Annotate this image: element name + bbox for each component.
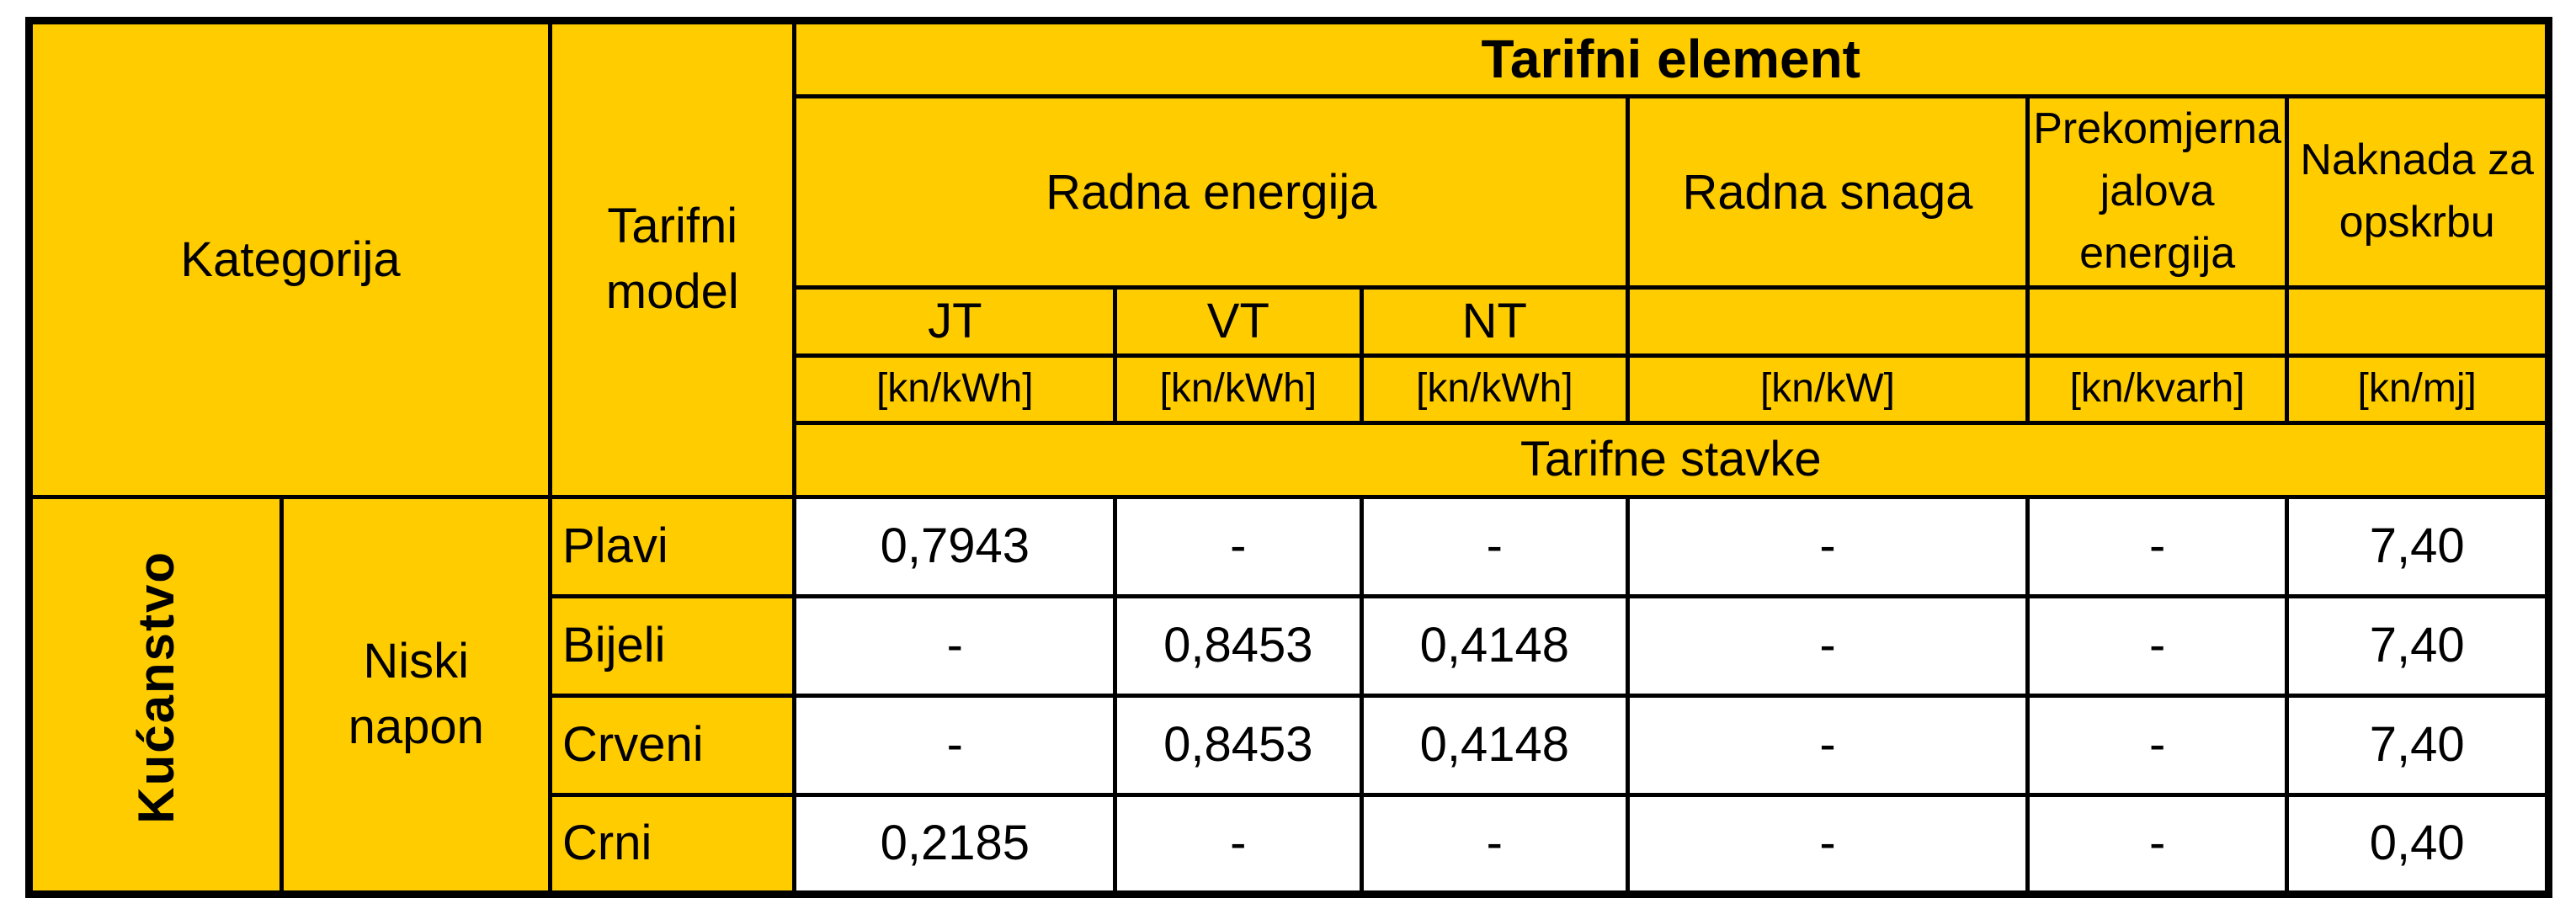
header-empty-snaga	[1626, 285, 2030, 358]
table-row: Crveni - 0,8453 0,4148 - - 7,40	[29, 693, 2551, 797]
value-cell: 0,4148	[1359, 693, 1631, 797]
table-row: Kućanstvo Niski napon Plavi 0,7943 - - -…	[26, 494, 2551, 896]
unit-naknada: [kn/mj]	[2285, 353, 2551, 425]
header-kategorija: Kategorija	[26, 19, 553, 499]
header-tarifni-model: Tarifni model	[548, 19, 797, 499]
header-nt: NT	[1359, 285, 1631, 358]
tarifni-element-label: Tarifni element	[1481, 29, 1860, 89]
unit-label: [kn/kWh]	[1159, 365, 1317, 411]
value-cell: -	[1626, 494, 2030, 598]
model-plavi: Plavi	[548, 494, 797, 598]
prekomjerna-label: Prekomjerna jalova energija	[2033, 104, 2281, 278]
model-label: Crveni	[562, 717, 704, 773]
naknada-label: Naknada za opskrbu	[2300, 136, 2534, 247]
header-jt: JT	[792, 285, 1118, 358]
value-cell: -	[1359, 494, 1631, 598]
unit-label: [kn/kWh]	[1415, 365, 1573, 411]
kategorija-label: Kategorija	[180, 231, 401, 287]
header-empty-jalova	[2025, 285, 2290, 358]
header-naknada-za-opskrbu: Naknada za opskrbu	[2285, 94, 2551, 290]
value-cell: -	[1626, 792, 2030, 896]
model-label: Plavi	[562, 518, 668, 574]
value-cell: 0,8453	[1113, 593, 1364, 698]
model-crveni: Crveni	[548, 693, 797, 797]
radna-energija-label: Radna energija	[1046, 164, 1377, 220]
category-label: Kućanstvo	[127, 550, 184, 824]
model-label: Bijeli	[562, 618, 666, 673]
value-cell: -	[792, 593, 1118, 698]
unit-vt: [kn/kWh]	[1113, 353, 1364, 425]
model-label: Crni	[562, 816, 652, 871]
value-cell: 7,40	[2285, 693, 2551, 797]
value-cell: 0,4148	[1359, 593, 1631, 698]
value-cell: -	[2025, 693, 2290, 797]
value-cell: -	[1113, 792, 1364, 896]
category-cell: Kućanstvo	[26, 494, 285, 896]
unit-jt: [kn/kWh]	[792, 353, 1118, 425]
header-tarifne-stavke: Tarifne stavke	[792, 420, 2551, 499]
voltage-label: Niski napon	[348, 633, 484, 755]
value-cell: 0,8453	[1113, 693, 1364, 797]
vt-label: VT	[1206, 294, 1269, 349]
value-cell: -	[2025, 792, 2290, 896]
table-row: Bijeli - 0,8453 0,4148 - - 7,40	[29, 593, 2551, 698]
value-cell: -	[792, 693, 1118, 797]
unit-snaga: [kn/kW]	[1626, 353, 2030, 425]
value-cell: -	[2025, 494, 2290, 598]
header-radna-snaga: Radna snaga	[1626, 94, 2030, 290]
unit-jalova: [kn/kvarh]	[2025, 353, 2290, 425]
tarifni-model-label: Tarifni model	[605, 199, 739, 320]
header-prekomjerna-jalova-energija: Prekomjerna jalova energija	[2025, 94, 2290, 290]
unit-label: [kn/kvarh]	[2069, 365, 2245, 411]
value-cell: 0,40	[2285, 792, 2551, 896]
value-cell: -	[1113, 494, 1364, 598]
nt-label: NT	[1461, 294, 1527, 349]
model-bijeli: Bijeli	[548, 593, 797, 698]
unit-label: [kn/kW]	[1759, 365, 1895, 411]
value-cell: 7,40	[2285, 494, 2551, 598]
header-radna-energija: Radna energija	[792, 94, 1631, 290]
header-vt: VT	[1113, 285, 1364, 358]
radna-snaga-label: Radna snaga	[1682, 164, 1973, 220]
value-cell: -	[2025, 593, 2290, 698]
table-row: Crni 0,2185 - - - - 0,40	[29, 792, 2551, 896]
value-cell: 7,40	[2285, 593, 2551, 698]
header-tarifni-element: Tarifni element	[792, 18, 2551, 99]
jt-label: JT	[928, 294, 982, 349]
voltage-cell: Niski napon	[279, 494, 553, 896]
model-crni: Crni	[548, 792, 797, 896]
unit-label: [kn/mj]	[2357, 365, 2477, 411]
value-cell: -	[1626, 593, 2030, 698]
value-cell: 0,2185	[792, 792, 1118, 896]
value-cell: -	[1626, 693, 2030, 797]
header-empty-naknada	[2285, 285, 2551, 358]
tarifne-stavke-label: Tarifne stavke	[1520, 432, 1822, 487]
value-cell: 0,7943	[792, 494, 1118, 598]
tariff-table: Kategorija Tarifni model Tarifni element…	[25, 17, 2552, 898]
unit-nt: [kn/kWh]	[1359, 353, 1631, 425]
unit-label: [kn/kWh]	[876, 365, 1034, 411]
value-cell: -	[1359, 792, 1631, 896]
